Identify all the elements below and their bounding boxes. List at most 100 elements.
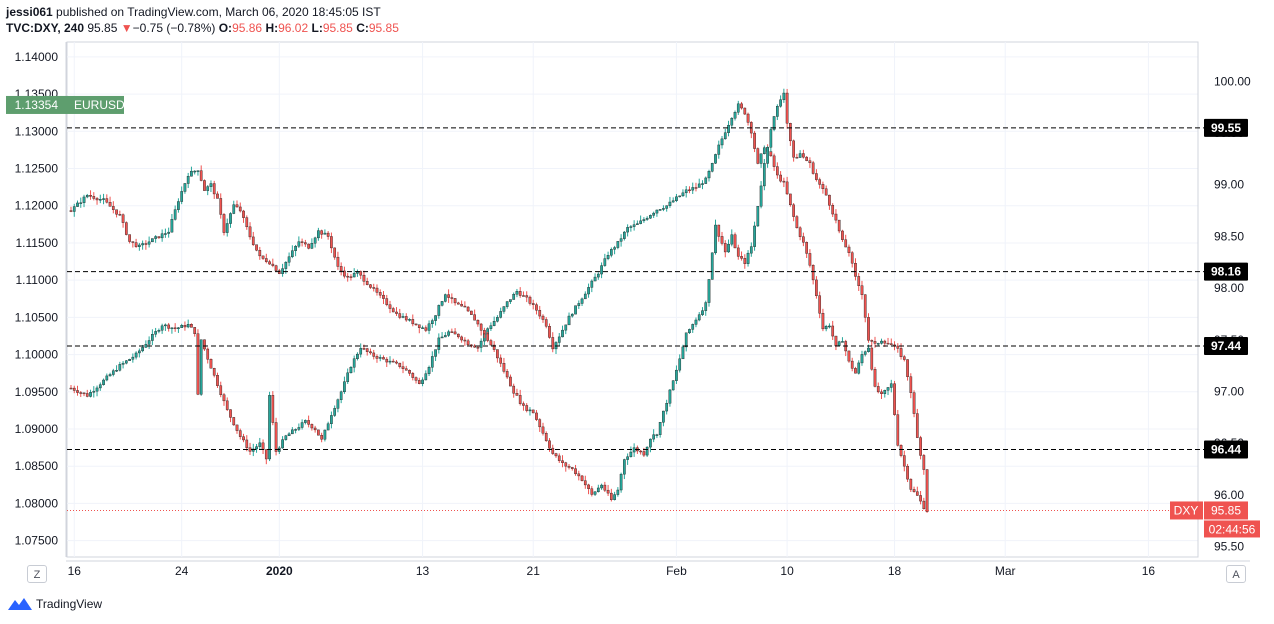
footer: TradingView — [8, 597, 102, 611]
dxy-candle — [391, 308, 395, 313]
eurusd-candle — [147, 340, 151, 345]
x-tick-label: 24 — [175, 564, 189, 578]
price-change: −0.75 (−0.78%) — [132, 21, 216, 35]
eurusd-candle — [430, 356, 434, 368]
dxy-candle — [896, 345, 900, 349]
dxy-candle — [616, 489, 620, 495]
eurusd-candle — [590, 280, 594, 288]
dxy-candle — [766, 147, 769, 164]
dxy-candle — [346, 275, 350, 278]
eurusd-candle — [177, 327, 180, 329]
eurusd-candle — [645, 217, 649, 220]
eurusd-candle — [668, 201, 672, 206]
eurusd-candle — [831, 325, 835, 337]
right-tick-label: 96.00 — [1214, 488, 1244, 502]
eurusd-candle — [538, 310, 542, 317]
dxy-candle — [177, 201, 180, 210]
eurusd-candle — [313, 427, 317, 431]
dxy-candle — [362, 274, 366, 282]
eurusd-candle — [170, 327, 174, 330]
eurusd-candle — [580, 298, 584, 304]
author-name[interactable]: jessi061 — [6, 5, 53, 19]
eurusd-candle — [919, 495, 922, 502]
low-value: 95.85 — [322, 21, 353, 35]
eurusd-candle — [212, 368, 216, 376]
dxy-candle — [323, 232, 327, 235]
brand-name[interactable]: TradingView — [36, 597, 103, 611]
dxy-candle — [883, 340, 887, 344]
dxy-candle — [850, 252, 854, 264]
eurusd-candle — [782, 180, 786, 183]
dxy-candle — [232, 204, 236, 214]
dxy-candle — [528, 409, 532, 412]
eurusd-candle — [463, 339, 467, 342]
eurusd-candle — [365, 348, 369, 352]
eurusd-candle — [180, 325, 184, 328]
eurusd-candle — [805, 241, 808, 254]
dxy-candle — [268, 261, 271, 265]
dxy-candle — [580, 475, 584, 481]
dxy-candle — [518, 395, 522, 404]
dxy-candle — [522, 403, 525, 406]
x-tick-label: 16 — [68, 564, 82, 578]
dxy-candle — [769, 129, 773, 148]
countdown-badge — [1204, 520, 1260, 538]
dxy-candle — [385, 298, 389, 305]
eurusd-candle — [834, 335, 838, 346]
eurusd-candle — [922, 500, 926, 510]
eurusd-candle — [600, 265, 603, 275]
eurusd-candle — [369, 351, 372, 354]
dxy-candle — [317, 230, 320, 239]
dxy-candle — [779, 99, 782, 107]
eurusd-candle — [697, 183, 701, 188]
eurusd-candle — [242, 436, 245, 441]
dxy-candle — [828, 194, 831, 206]
dxy-candle — [844, 239, 848, 248]
eurusd-candle — [613, 247, 616, 250]
eurusd-candle — [821, 313, 825, 330]
right-tick-label: 97.00 — [1214, 385, 1244, 399]
eurusd-candle — [382, 357, 385, 360]
dxy-candle — [915, 413, 919, 438]
dxy-candle — [186, 175, 190, 184]
dxy-candle — [440, 301, 444, 306]
dxy-candle — [577, 473, 581, 477]
dxy-candle — [756, 206, 760, 227]
dxy-candle — [330, 236, 333, 249]
eurusd-candle — [300, 422, 304, 428]
eurusd-candle — [290, 429, 294, 435]
dxy-candle — [447, 294, 450, 298]
dxy-candle — [538, 419, 542, 428]
eurusd-candle — [72, 387, 76, 391]
left-tick-label: 1.08500 — [15, 459, 59, 473]
dxy-candle — [863, 294, 867, 318]
dxy-candle — [115, 209, 118, 215]
dxy-candle — [639, 450, 642, 453]
eurusd-candle — [151, 334, 154, 341]
dxy-candle — [772, 116, 776, 130]
auto-scale-button[interactable]: A — [1226, 565, 1246, 583]
eurusd-candle — [632, 224, 636, 227]
eurusd-candle — [772, 155, 776, 167]
dxy-candle — [388, 304, 392, 309]
dxy-candle — [509, 376, 512, 387]
eurusd-candle — [284, 435, 288, 440]
tradingview-logo-icon — [8, 598, 32, 610]
zoom-button[interactable]: Z — [27, 565, 47, 583]
dxy-candle — [378, 292, 382, 296]
eurusd-candle — [190, 324, 193, 328]
dxy-candle — [121, 214, 125, 223]
dxy-candle — [225, 223, 229, 233]
dxy-candle — [427, 323, 431, 331]
dxy-candle — [531, 409, 535, 414]
eurusd-candle — [261, 442, 265, 450]
dxy-candle — [697, 314, 701, 321]
dxy-candle — [95, 198, 99, 201]
dxy-candle — [782, 92, 786, 100]
level-badge-label: 96.44 — [1211, 442, 1241, 456]
eurusd-candle — [356, 353, 359, 359]
dxy-candle — [450, 297, 454, 299]
eurusd-candle — [411, 373, 415, 378]
eurusd-candle — [518, 291, 522, 296]
